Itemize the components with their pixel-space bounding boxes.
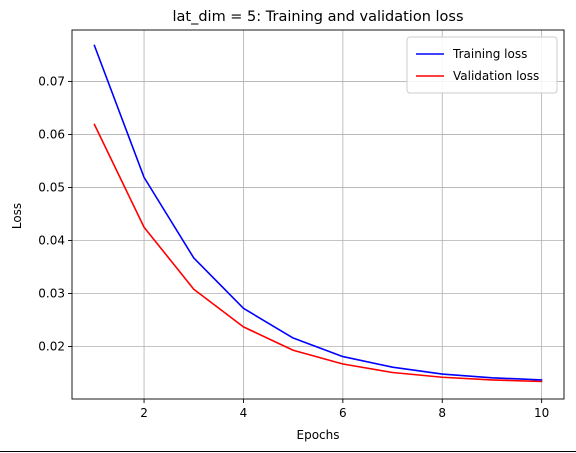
y-tick-label: 0.02	[38, 340, 65, 354]
y-axis-ticks: 0.02 0.03 0.04 0.05 0.06 0.07	[38, 74, 72, 354]
x-tick-label: 10	[534, 406, 549, 420]
y-tick-label: 0.06	[38, 127, 65, 141]
legend-box	[406, 36, 558, 94]
x-tick-label: 6	[339, 406, 347, 420]
y-axis-label: Loss	[10, 203, 24, 229]
series-line-validation-loss	[93, 123, 543, 383]
legend-label: Validation loss	[453, 69, 539, 83]
y-tick-label: 0.05	[38, 180, 65, 194]
x-axis-ticks: 2 4 6 8 10	[140, 399, 549, 420]
x-tick-label: 2	[140, 406, 148, 420]
y-tick-label: 0.03	[38, 286, 65, 300]
x-axis-label: Epochs	[297, 428, 340, 442]
chart-title: lat_dim = 5: Training and validation los…	[172, 9, 463, 25]
plot-frame	[71, 29, 565, 400]
x-tick-label: 4	[240, 406, 248, 420]
x-tick-label: 8	[438, 406, 446, 420]
bottom-rule	[0, 451, 576, 452]
legend: Training loss Validation loss	[406, 36, 558, 94]
legend-label: Training loss	[452, 47, 527, 61]
series-lines	[93, 44, 543, 383]
y-tick-label: 0.04	[38, 233, 65, 247]
series-line-training-loss	[93, 44, 543, 381]
y-tick-label: 0.07	[38, 74, 65, 88]
